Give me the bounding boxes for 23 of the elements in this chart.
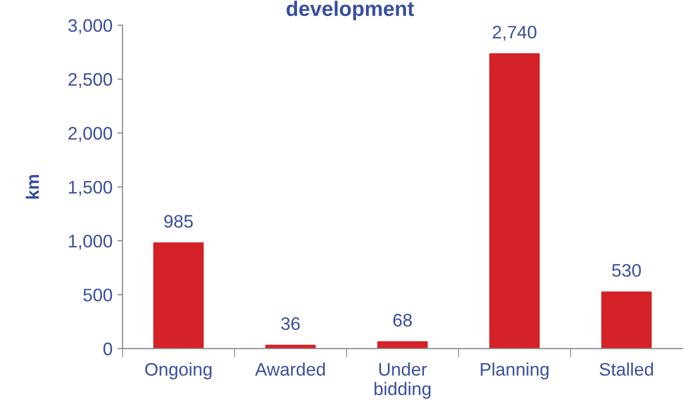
x-tick-label: Ongoing — [145, 362, 212, 380]
chart-title: development — [286, 0, 414, 20]
y-tick-label: 1,500 — [68, 180, 112, 196]
y-tick-label: 1,000 — [68, 234, 112, 250]
data-label: 36 — [281, 317, 300, 330]
data-label: 985 — [164, 214, 193, 228]
x-tick-label: Under bidding — [374, 362, 430, 399]
y-tick-label: 2,500 — [68, 73, 112, 88]
data-label: 2,740 — [492, 26, 536, 41]
y-tick-label: 500 — [83, 288, 112, 302]
bar — [601, 291, 652, 349]
y-tick-label: 2,000 — [68, 126, 112, 142]
x-tick-label: Awarded — [255, 362, 325, 376]
x-tick-label: Stalled — [600, 362, 653, 376]
data-label: 530 — [612, 264, 641, 277]
x-tick-label: Planning — [480, 362, 548, 380]
data-label: 68 — [393, 314, 412, 327]
y-tick-label: 3,000 — [68, 19, 112, 34]
y-tick-label: 0 — [103, 342, 112, 356]
bar — [489, 53, 540, 349]
bar — [153, 242, 204, 349]
bar — [265, 344, 316, 349]
y-axis-title: km — [26, 174, 39, 199]
